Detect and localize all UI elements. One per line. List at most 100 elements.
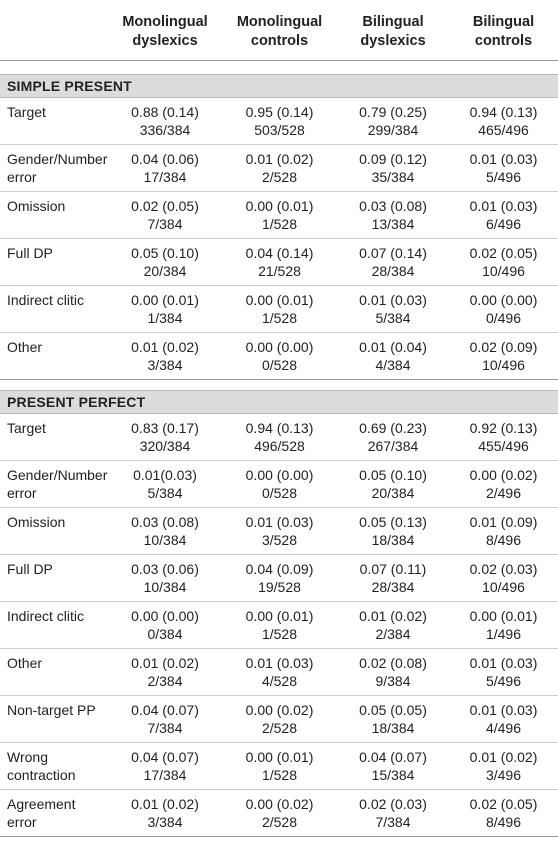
cell-proportion: 0.00 (0.00) bbox=[245, 338, 314, 355]
row-label: Full DP bbox=[0, 238, 108, 286]
cell-count: 503/528 bbox=[254, 121, 305, 138]
cell-proportion: 0.02 (0.05) bbox=[469, 795, 538, 812]
cell-count: 2/528 bbox=[261, 813, 298, 830]
cell-proportion: 0.01 (0.03) bbox=[469, 150, 538, 167]
table-row: Indirect clitic 0.00 (0.00) 0/384 0.00 (0.0… bbox=[0, 601, 558, 649]
table-row: Full DP 0.03 (0.06) 10/384 0.04 (0.09) 19/52… bbox=[0, 554, 558, 602]
row-label: Target bbox=[0, 413, 108, 461]
table-cell: 0.04 (0.07) 17/384 bbox=[108, 742, 222, 790]
cell-count: 0/384 bbox=[147, 625, 183, 642]
cell-proportion: 0.01 (0.09) bbox=[469, 513, 538, 530]
cell-proportion: 0.00 (0.00) bbox=[469, 291, 538, 308]
cell-count: 1/528 bbox=[261, 309, 298, 326]
table-cell: 0.95 (0.14) 503/528 bbox=[222, 97, 337, 145]
header-label: Bilingual controls bbox=[472, 14, 535, 49]
table-cell: 0.83 (0.17) 320/384 bbox=[108, 413, 222, 461]
cell-count: 4/528 bbox=[261, 672, 298, 689]
table-cell: 0.01 (0.03) 5/496 bbox=[449, 144, 558, 192]
cell-proportion: 0.94 (0.13) bbox=[469, 103, 538, 120]
header-label: Monolingual dyslexics bbox=[122, 14, 208, 49]
table-cell: 0.69 (0.23) 267/384 bbox=[337, 413, 449, 461]
header-rule-cell bbox=[0, 59, 558, 74]
cell-proportion: 0.01 (0.02) bbox=[359, 607, 427, 624]
cell-count: 2/528 bbox=[261, 168, 298, 185]
table-cell: 0.01 (0.09) 8/496 bbox=[449, 507, 558, 555]
table-cell: 0.01 (0.03) 4/496 bbox=[449, 695, 558, 743]
table-cell: 0.03 (0.08) 10/384 bbox=[108, 507, 222, 555]
cell-proportion: 0.02 (0.05) bbox=[469, 244, 538, 261]
cell-count: 4/384 bbox=[375, 356, 411, 373]
row-label: Indirect clitic bbox=[0, 285, 108, 333]
row-label: Full DP bbox=[0, 554, 108, 602]
cell-proportion: 0.01 (0.03) bbox=[469, 701, 538, 718]
table-cell: 0.02 (0.03) 7/384 bbox=[337, 789, 449, 837]
cell-count: 299/384 bbox=[367, 121, 419, 138]
header-bilingual-controls: Bilingual controls bbox=[449, 0, 558, 60]
table-row: Full DP 0.05 (0.10) 20/384 0.04 (0.14) 21/52… bbox=[0, 238, 558, 286]
cell-count: 2/384 bbox=[375, 625, 411, 642]
table-row: Indirect clitic 0.00 (0.01) 1/384 0.00 (0.0… bbox=[0, 285, 558, 333]
table-row: Omission 0.03 (0.08) 10/384 0.01 (0.03) 3/52… bbox=[0, 507, 558, 555]
table-cell: 0.01 (0.02) 2/384 bbox=[337, 601, 449, 649]
cell-proportion: 0.01 (0.03) bbox=[469, 654, 538, 671]
cell-proportion: 0.03 (0.08) bbox=[131, 513, 199, 530]
cell-count: 320/384 bbox=[139, 437, 191, 454]
cell-proportion: 0.04 (0.07) bbox=[131, 701, 199, 718]
table-row: Omission 0.02 (0.05) 7/384 0.00 (0.01) 1/528… bbox=[0, 191, 558, 239]
cell-proportion: 0.05 (0.05) bbox=[359, 701, 427, 718]
row-label: Target bbox=[0, 97, 108, 145]
cell-count: 1/528 bbox=[261, 766, 298, 783]
cell-count: 7/384 bbox=[375, 813, 411, 830]
cell-proportion: 0.94 (0.13) bbox=[245, 419, 314, 436]
cell-proportion: 0.07 (0.11) bbox=[359, 560, 427, 577]
cell-count: 496/528 bbox=[254, 437, 305, 454]
cell-count: 1/384 bbox=[147, 309, 183, 326]
cell-count: 0/496 bbox=[485, 309, 522, 326]
cell-count: 267/384 bbox=[367, 437, 419, 454]
cell-count: 3/496 bbox=[485, 766, 522, 783]
table-cell: 0.04 (0.14) 21/528 bbox=[222, 238, 337, 286]
cell-count: 1/496 bbox=[485, 625, 522, 642]
cell-count: 455/496 bbox=[478, 437, 529, 454]
section-title: SIMPLE PRESENT bbox=[0, 73, 558, 98]
table-cell: 0.01 (0.03) 5/496 bbox=[449, 648, 558, 696]
section-title: PRESENT PERFECT bbox=[0, 389, 558, 414]
row-label: Agreement error bbox=[0, 789, 108, 837]
cell-count: 10/496 bbox=[482, 356, 525, 373]
table-cell: 0.02 (0.09) 10/496 bbox=[449, 332, 558, 380]
cell-count: 7/384 bbox=[147, 719, 183, 736]
cell-proportion: 0.01 (0.02) bbox=[245, 150, 314, 167]
table-cell: 0.01 (0.03) 6/496 bbox=[449, 191, 558, 239]
cell-count: 0/528 bbox=[261, 484, 298, 501]
row-label: Other bbox=[0, 648, 108, 696]
cell-count: 10/384 bbox=[143, 578, 187, 595]
cell-count: 28/384 bbox=[371, 262, 415, 279]
header-rule bbox=[0, 59, 558, 74]
table-cell: 0.92 (0.13) 455/496 bbox=[449, 413, 558, 461]
cell-count: 21/528 bbox=[258, 262, 301, 279]
cell-count: 4/496 bbox=[485, 719, 522, 736]
cell-proportion: 0.05 (0.10) bbox=[359, 466, 427, 483]
cell-count: 15/384 bbox=[371, 766, 415, 783]
cell-proportion: 0.04 (0.14) bbox=[245, 244, 314, 261]
cell-count: 3/528 bbox=[261, 531, 298, 548]
cell-count: 8/496 bbox=[485, 813, 522, 830]
header-label: Monolingual controls bbox=[236, 14, 323, 49]
cell-proportion: 0.07 (0.14) bbox=[359, 244, 427, 261]
cell-proportion: 0.02 (0.05) bbox=[131, 197, 199, 214]
table-cell: 0.04 (0.07) 15/384 bbox=[337, 742, 449, 790]
table-cell: 0.00 (0.01) 1/384 bbox=[108, 285, 222, 333]
cell-count: 1/528 bbox=[261, 625, 298, 642]
cell-count: 2/384 bbox=[147, 672, 183, 689]
cell-count: 35/384 bbox=[371, 168, 415, 185]
table-cell: 0.09 (0.12) 35/384 bbox=[337, 144, 449, 192]
row-label: Indirect clitic bbox=[0, 601, 108, 649]
header-row: Monolingual dyslexics Monolingual controls… bbox=[0, 0, 558, 60]
cell-proportion: 0.69 (0.23) bbox=[359, 419, 427, 436]
table-cell: 0.04 (0.06) 17/384 bbox=[108, 144, 222, 192]
cell-proportion: 0.01 (0.03) bbox=[359, 291, 427, 308]
table-cell: 0.04 (0.09) 19/528 bbox=[222, 554, 337, 602]
section-header-row: PRESENT PERFECT bbox=[0, 389, 558, 414]
cell-proportion: 0.01(0.03) bbox=[133, 466, 197, 483]
cell-count: 17/384 bbox=[143, 766, 187, 783]
